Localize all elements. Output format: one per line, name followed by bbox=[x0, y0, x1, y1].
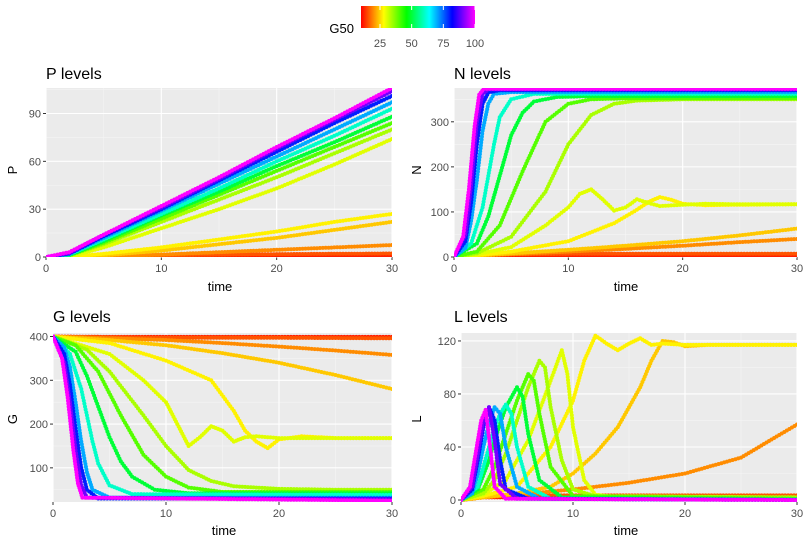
y-tick-label: 300 bbox=[30, 375, 48, 387]
x-axis-label: time bbox=[614, 279, 639, 294]
panel-title: G levels bbox=[53, 309, 111, 326]
data-point bbox=[390, 212, 394, 216]
y-tick-label: 300 bbox=[431, 117, 449, 129]
y-tick-label: 0 bbox=[35, 252, 41, 264]
y-axis-label: G bbox=[5, 414, 20, 424]
x-axis-label: time bbox=[208, 279, 233, 294]
x-tick-label: 30 bbox=[386, 263, 398, 275]
x-tick-label: 10 bbox=[562, 263, 574, 275]
panel-p-levels: P levels time P 0 10 20 30 0 30 60 90 bbox=[5, 66, 398, 294]
y-axis-label: P bbox=[5, 166, 20, 175]
y-tick-label: 30 bbox=[29, 204, 41, 216]
panel-g-levels: G levels time G 0 10 20 30 100 200 300 400 bbox=[5, 309, 398, 538]
data-point bbox=[390, 86, 394, 90]
panel-title: N levels bbox=[454, 66, 511, 83]
y-tick-label: 0 bbox=[443, 252, 449, 264]
data-point bbox=[390, 436, 394, 440]
data-point bbox=[390, 353, 394, 357]
data-point bbox=[390, 336, 394, 340]
data-point bbox=[390, 243, 394, 247]
data-point bbox=[390, 252, 394, 256]
data-point bbox=[390, 387, 394, 391]
data-point bbox=[390, 100, 394, 104]
legend-tick-label: 100 bbox=[466, 38, 484, 50]
x-tick-label: 10 bbox=[160, 508, 172, 520]
y-tick-label: 100 bbox=[431, 207, 449, 219]
legend: G50 25 50 75 100 bbox=[329, 6, 484, 50]
panel-title: P levels bbox=[46, 66, 102, 83]
x-tick-label: 30 bbox=[386, 508, 398, 520]
y-tick-label: 60 bbox=[29, 156, 41, 168]
y-tick-label: 400 bbox=[30, 332, 48, 344]
data-point bbox=[390, 121, 394, 125]
data-point bbox=[795, 202, 799, 206]
legend-tick-label: 75 bbox=[437, 38, 449, 50]
y-axis-label: N bbox=[409, 165, 424, 174]
y-tick-label: 200 bbox=[431, 162, 449, 174]
x-tick-label: 0 bbox=[43, 263, 49, 275]
x-tick-label: 20 bbox=[273, 508, 285, 520]
data-point bbox=[390, 115, 394, 119]
x-tick-label: 30 bbox=[791, 263, 803, 275]
x-axis-label: time bbox=[212, 523, 237, 538]
legend-colorbar bbox=[361, 6, 475, 28]
data-point bbox=[795, 237, 799, 241]
x-tick-label: 20 bbox=[677, 263, 689, 275]
x-tick-label: 10 bbox=[155, 263, 167, 275]
data-point bbox=[795, 252, 799, 256]
data-point bbox=[390, 94, 394, 98]
data-point bbox=[390, 137, 394, 141]
y-tick-label: 90 bbox=[29, 109, 41, 121]
data-point bbox=[390, 107, 394, 111]
data-point bbox=[390, 220, 394, 224]
data-point bbox=[390, 128, 394, 132]
x-tick-label: 20 bbox=[271, 263, 283, 275]
legend-tick-label: 25 bbox=[374, 38, 386, 50]
data-point bbox=[795, 87, 799, 91]
legend-title: G50 bbox=[329, 21, 354, 36]
y-tick-label: 100 bbox=[30, 463, 48, 475]
x-tick-label: 0 bbox=[50, 508, 56, 520]
y-tick-label: 200 bbox=[30, 419, 48, 431]
legend-tick-label: 50 bbox=[406, 38, 418, 50]
data-point bbox=[795, 227, 799, 231]
x-tick-label: 0 bbox=[451, 263, 457, 275]
